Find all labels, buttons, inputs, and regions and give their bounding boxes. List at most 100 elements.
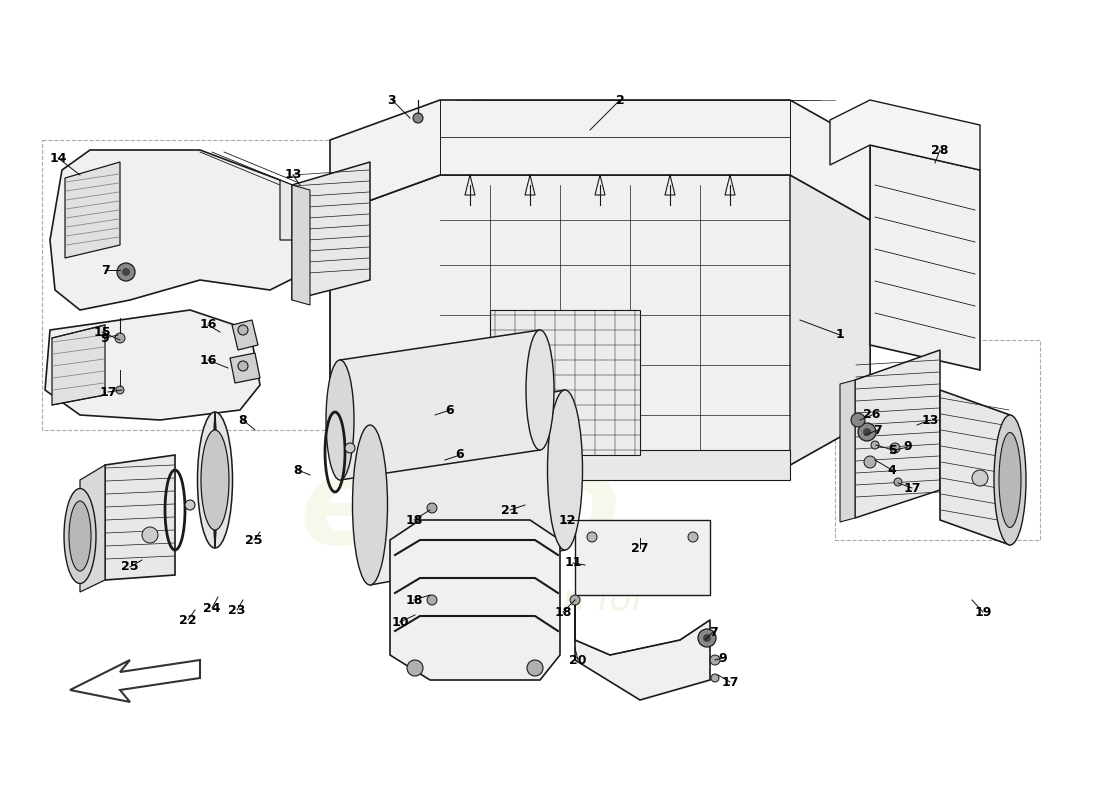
Text: 21: 21 <box>502 503 519 517</box>
Circle shape <box>698 629 716 647</box>
Polygon shape <box>104 455 175 580</box>
Polygon shape <box>330 100 870 220</box>
Polygon shape <box>50 150 320 310</box>
Text: 9: 9 <box>904 441 912 454</box>
Text: 12: 12 <box>558 514 575 526</box>
Polygon shape <box>292 185 310 305</box>
Circle shape <box>890 443 900 453</box>
Text: 17: 17 <box>722 675 739 689</box>
Text: 28: 28 <box>932 143 948 157</box>
Circle shape <box>122 268 130 276</box>
Circle shape <box>703 634 711 642</box>
Text: 18: 18 <box>405 514 422 526</box>
Polygon shape <box>440 450 790 480</box>
Text: 7: 7 <box>708 626 717 638</box>
Polygon shape <box>330 175 870 465</box>
Polygon shape <box>80 465 104 592</box>
Circle shape <box>864 456 876 468</box>
Circle shape <box>894 478 902 486</box>
Ellipse shape <box>198 412 232 548</box>
Ellipse shape <box>69 501 91 571</box>
Text: 9: 9 <box>101 331 109 345</box>
Polygon shape <box>45 310 260 420</box>
Text: 13: 13 <box>922 414 938 426</box>
Ellipse shape <box>326 360 354 480</box>
Text: 8: 8 <box>239 414 248 426</box>
Polygon shape <box>855 350 940 518</box>
Ellipse shape <box>352 425 387 585</box>
Text: 24: 24 <box>204 602 221 614</box>
Ellipse shape <box>548 390 583 550</box>
Circle shape <box>710 655 720 665</box>
Circle shape <box>407 660 424 676</box>
Circle shape <box>688 532 698 542</box>
Polygon shape <box>870 145 980 370</box>
Text: 15: 15 <box>94 326 111 338</box>
Polygon shape <box>370 390 565 585</box>
Text: 25: 25 <box>121 561 139 574</box>
Polygon shape <box>575 595 710 700</box>
Text: 8: 8 <box>294 463 302 477</box>
Circle shape <box>570 595 580 605</box>
Polygon shape <box>490 310 640 455</box>
Circle shape <box>587 532 597 542</box>
Text: 13: 13 <box>284 169 301 182</box>
Text: a passion for: a passion for <box>414 583 647 617</box>
Circle shape <box>972 470 988 486</box>
Polygon shape <box>52 325 104 405</box>
Polygon shape <box>230 353 260 383</box>
Circle shape <box>871 441 879 449</box>
Text: 27: 27 <box>631 542 649 554</box>
Text: 20: 20 <box>570 654 586 666</box>
Text: 2: 2 <box>616 94 625 106</box>
Text: 10: 10 <box>392 615 409 629</box>
Text: 17: 17 <box>99 386 117 398</box>
Ellipse shape <box>999 433 1021 527</box>
Polygon shape <box>940 390 1010 545</box>
Text: 1: 1 <box>836 329 845 342</box>
Text: 25: 25 <box>245 534 263 546</box>
Ellipse shape <box>64 489 96 583</box>
Circle shape <box>858 423 876 441</box>
Text: euro: euro <box>299 450 620 570</box>
Text: 3: 3 <box>387 94 396 106</box>
Ellipse shape <box>201 430 229 530</box>
Text: 18: 18 <box>405 594 422 606</box>
Circle shape <box>427 503 437 513</box>
Circle shape <box>185 500 195 510</box>
Text: 5: 5 <box>889 443 898 457</box>
Text: 4: 4 <box>888 463 896 477</box>
Circle shape <box>345 443 355 453</box>
Circle shape <box>711 674 719 682</box>
Circle shape <box>864 428 871 436</box>
Polygon shape <box>830 100 980 170</box>
Text: 9: 9 <box>718 651 727 665</box>
Text: advance 4085: advance 4085 <box>502 446 718 474</box>
Text: 23: 23 <box>229 603 245 617</box>
Text: 6: 6 <box>455 449 464 462</box>
Text: 16: 16 <box>199 354 217 366</box>
Polygon shape <box>575 520 710 595</box>
Text: 11: 11 <box>564 557 582 570</box>
Polygon shape <box>340 330 540 480</box>
Text: 14: 14 <box>50 151 67 165</box>
Circle shape <box>427 595 437 605</box>
Circle shape <box>851 413 865 427</box>
Polygon shape <box>390 520 560 680</box>
Circle shape <box>116 386 124 394</box>
Circle shape <box>412 113 424 123</box>
Text: 18: 18 <box>554 606 572 618</box>
Polygon shape <box>232 320 258 350</box>
Circle shape <box>116 333 125 343</box>
Text: 7: 7 <box>873 423 882 437</box>
Circle shape <box>527 660 543 676</box>
Text: 16: 16 <box>199 318 217 331</box>
Polygon shape <box>65 162 120 258</box>
Circle shape <box>238 361 248 371</box>
Circle shape <box>238 325 248 335</box>
Ellipse shape <box>994 415 1026 545</box>
Text: 19: 19 <box>975 606 992 618</box>
Text: 17: 17 <box>903 482 921 494</box>
Circle shape <box>142 527 158 543</box>
Text: 26: 26 <box>864 409 881 422</box>
